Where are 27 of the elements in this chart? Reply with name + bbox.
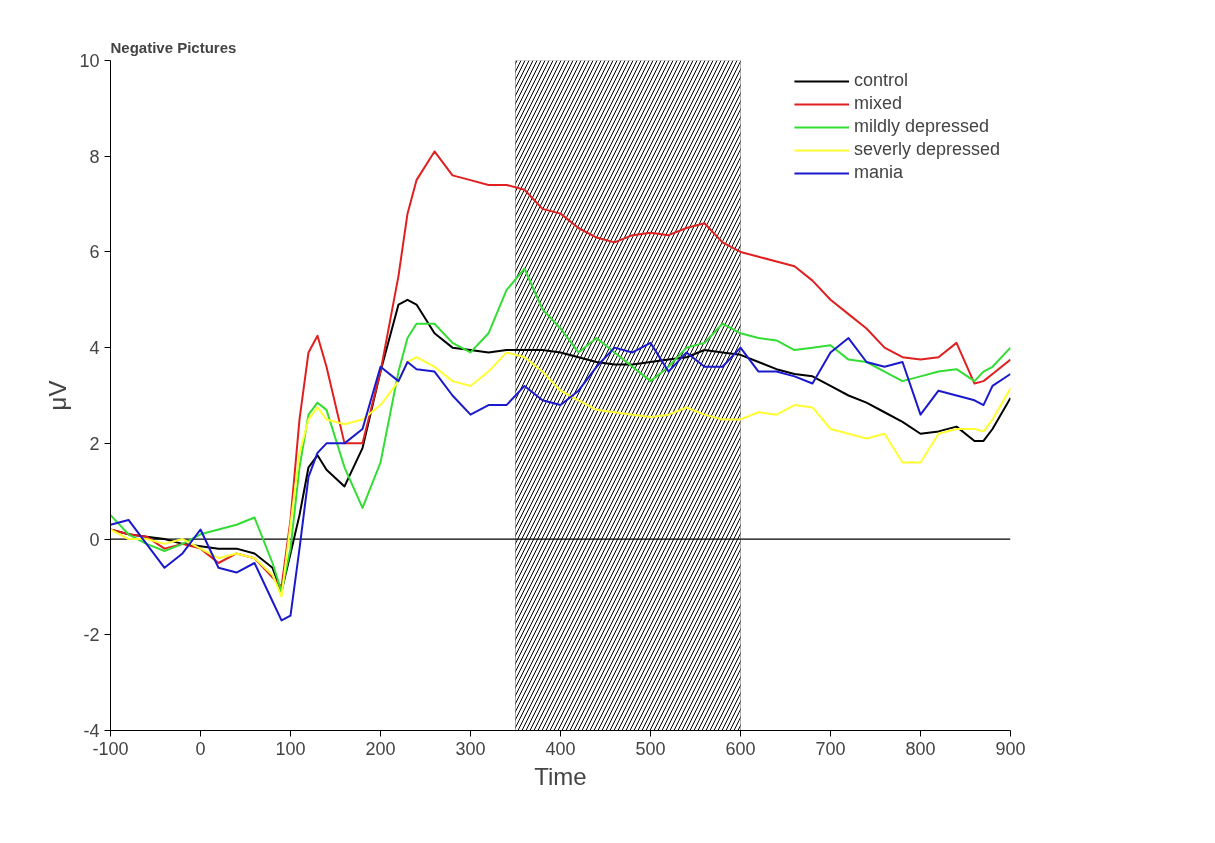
x-tick-label: 500 bbox=[635, 738, 666, 759]
legend-label: mildly depressed bbox=[853, 116, 989, 137]
x-tick-label: 600 bbox=[725, 738, 756, 759]
legend-label: control bbox=[853, 70, 908, 91]
x-tick-label: 900 bbox=[995, 738, 1026, 759]
y-tick-label: 2 bbox=[89, 433, 100, 454]
legend-label: severly depressed bbox=[853, 139, 1000, 160]
chart-title: Negative Pictures bbox=[110, 38, 237, 56]
x-tick-label: 700 bbox=[815, 738, 846, 759]
x-tick-label: 400 bbox=[545, 738, 576, 759]
x-tick-label: 0 bbox=[195, 738, 206, 759]
y-axis-title: μV bbox=[44, 380, 72, 411]
y-tick-label: -2 bbox=[83, 625, 100, 646]
y-tick-label: 4 bbox=[89, 338, 100, 359]
x-tick-label: 200 bbox=[365, 738, 396, 759]
y-tick-label: 10 bbox=[79, 51, 100, 71]
legend-label: mania bbox=[853, 162, 903, 183]
y-tick-label: 6 bbox=[89, 242, 100, 263]
y-tick-label: 8 bbox=[89, 146, 100, 167]
legend-label: mixed bbox=[853, 93, 902, 114]
x-tick-label: -100 bbox=[92, 738, 129, 759]
x-tick-label: 100 bbox=[275, 738, 306, 759]
y-tick-label: -4 bbox=[83, 721, 100, 741]
x-tick-label: 800 bbox=[905, 738, 936, 759]
x-tick-label: 300 bbox=[455, 738, 486, 759]
x-axis-title: Time bbox=[534, 762, 587, 790]
y-tick-label: 0 bbox=[89, 529, 100, 550]
